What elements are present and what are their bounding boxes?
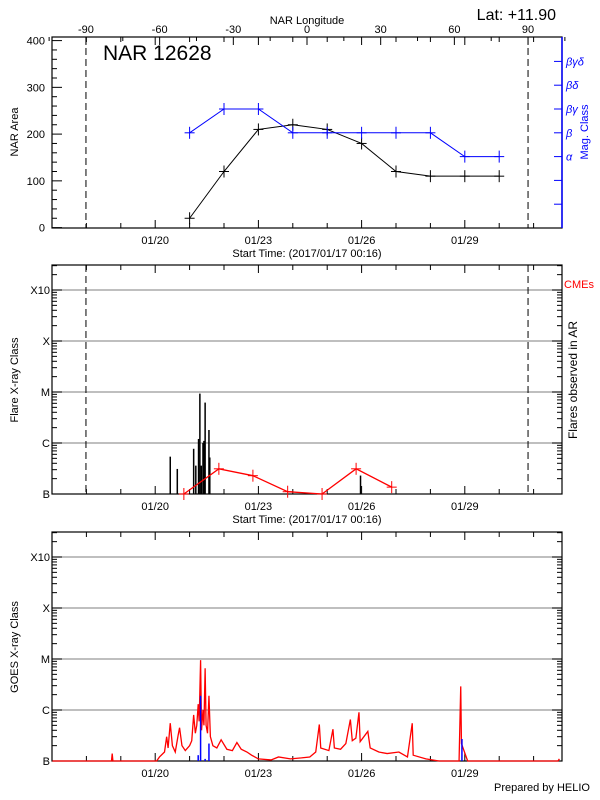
x-tick-label: 01/20 xyxy=(141,768,169,780)
top-axis-title: NAR Longitude xyxy=(270,15,345,27)
x-axis-title-flares: Start Time: (2017/01/17 00:16) xyxy=(232,514,381,526)
right-axis-title-flares: Flares observed in AR xyxy=(566,321,580,439)
y-tick-label: 200 xyxy=(27,129,45,141)
area-line xyxy=(189,124,500,219)
y-tick-label: X xyxy=(43,336,51,348)
x-tick-label: 01/23 xyxy=(245,235,273,247)
mag-class-tick-label: βδ xyxy=(565,80,579,92)
y-axis-title-flare-class: Flare X-ray Class xyxy=(9,337,21,422)
y-tick-label: X xyxy=(43,603,51,615)
x-tick-label: 01/26 xyxy=(348,235,376,247)
footer-credit: Prepared by HELIO xyxy=(494,782,590,794)
top-tick-label: 0 xyxy=(304,24,310,36)
y-tick-label: B xyxy=(43,489,50,501)
y-tick-label: B xyxy=(43,756,50,768)
mag-class-tick-label: βγδ xyxy=(565,56,585,68)
y-axis-title-mag-class: Mag. Class xyxy=(579,104,591,160)
y-tick-label: 300 xyxy=(27,82,45,94)
cme-legend-label: CMEs xyxy=(564,279,594,291)
latitude-label: Lat: +11.90 xyxy=(477,7,556,24)
y-tick-label: X10 xyxy=(30,285,50,297)
x-tick-label: 01/23 xyxy=(245,768,273,780)
x-axis-title-nar: Start Time: (2017/01/17 00:16) xyxy=(232,248,381,260)
y-tick-label: 400 xyxy=(27,36,45,48)
y-tick-label: M xyxy=(41,387,50,399)
plot-frame xyxy=(51,264,563,495)
top-tick-label: 90 xyxy=(522,24,534,36)
x-tick-label: 01/29 xyxy=(451,235,479,247)
y-tick-label: X10 xyxy=(30,552,50,564)
goes-xray-line xyxy=(52,660,560,762)
y-tick-label: M xyxy=(41,654,50,666)
x-tick-label: 01/26 xyxy=(348,501,376,513)
chart-title: NAR 12628 xyxy=(103,42,212,65)
top-tick-label: 30 xyxy=(375,24,387,36)
x-tick-label: 01/20 xyxy=(141,501,169,513)
top-tick-label: -90 xyxy=(78,24,94,36)
mag-class-tick-label: β xyxy=(565,128,573,140)
y-axis-title-area: NAR Area xyxy=(9,107,21,157)
mag-class-tick-label: βγ xyxy=(565,104,579,116)
x-tick-label: 01/20 xyxy=(141,235,169,247)
y-tick-label: C xyxy=(42,705,50,717)
x-tick-label: 01/23 xyxy=(245,501,273,513)
y-tick-label: C xyxy=(42,438,50,450)
top-tick-label: -30 xyxy=(225,24,241,36)
top-tick-label: 60 xyxy=(448,24,460,36)
y-tick-label: 100 xyxy=(27,176,45,188)
x-tick-label: 01/29 xyxy=(451,768,479,780)
mag-class-tick-label: α xyxy=(566,152,573,164)
x-tick-label: 01/26 xyxy=(348,768,376,780)
x-tick-label: 01/29 xyxy=(451,501,479,513)
plot-frame xyxy=(51,531,563,762)
mag-class-line xyxy=(189,108,500,158)
y-tick-label: 0 xyxy=(39,223,45,235)
top-tick-label: -60 xyxy=(152,24,168,36)
y-axis-title-goes: GOES X-ray Class xyxy=(9,601,21,693)
